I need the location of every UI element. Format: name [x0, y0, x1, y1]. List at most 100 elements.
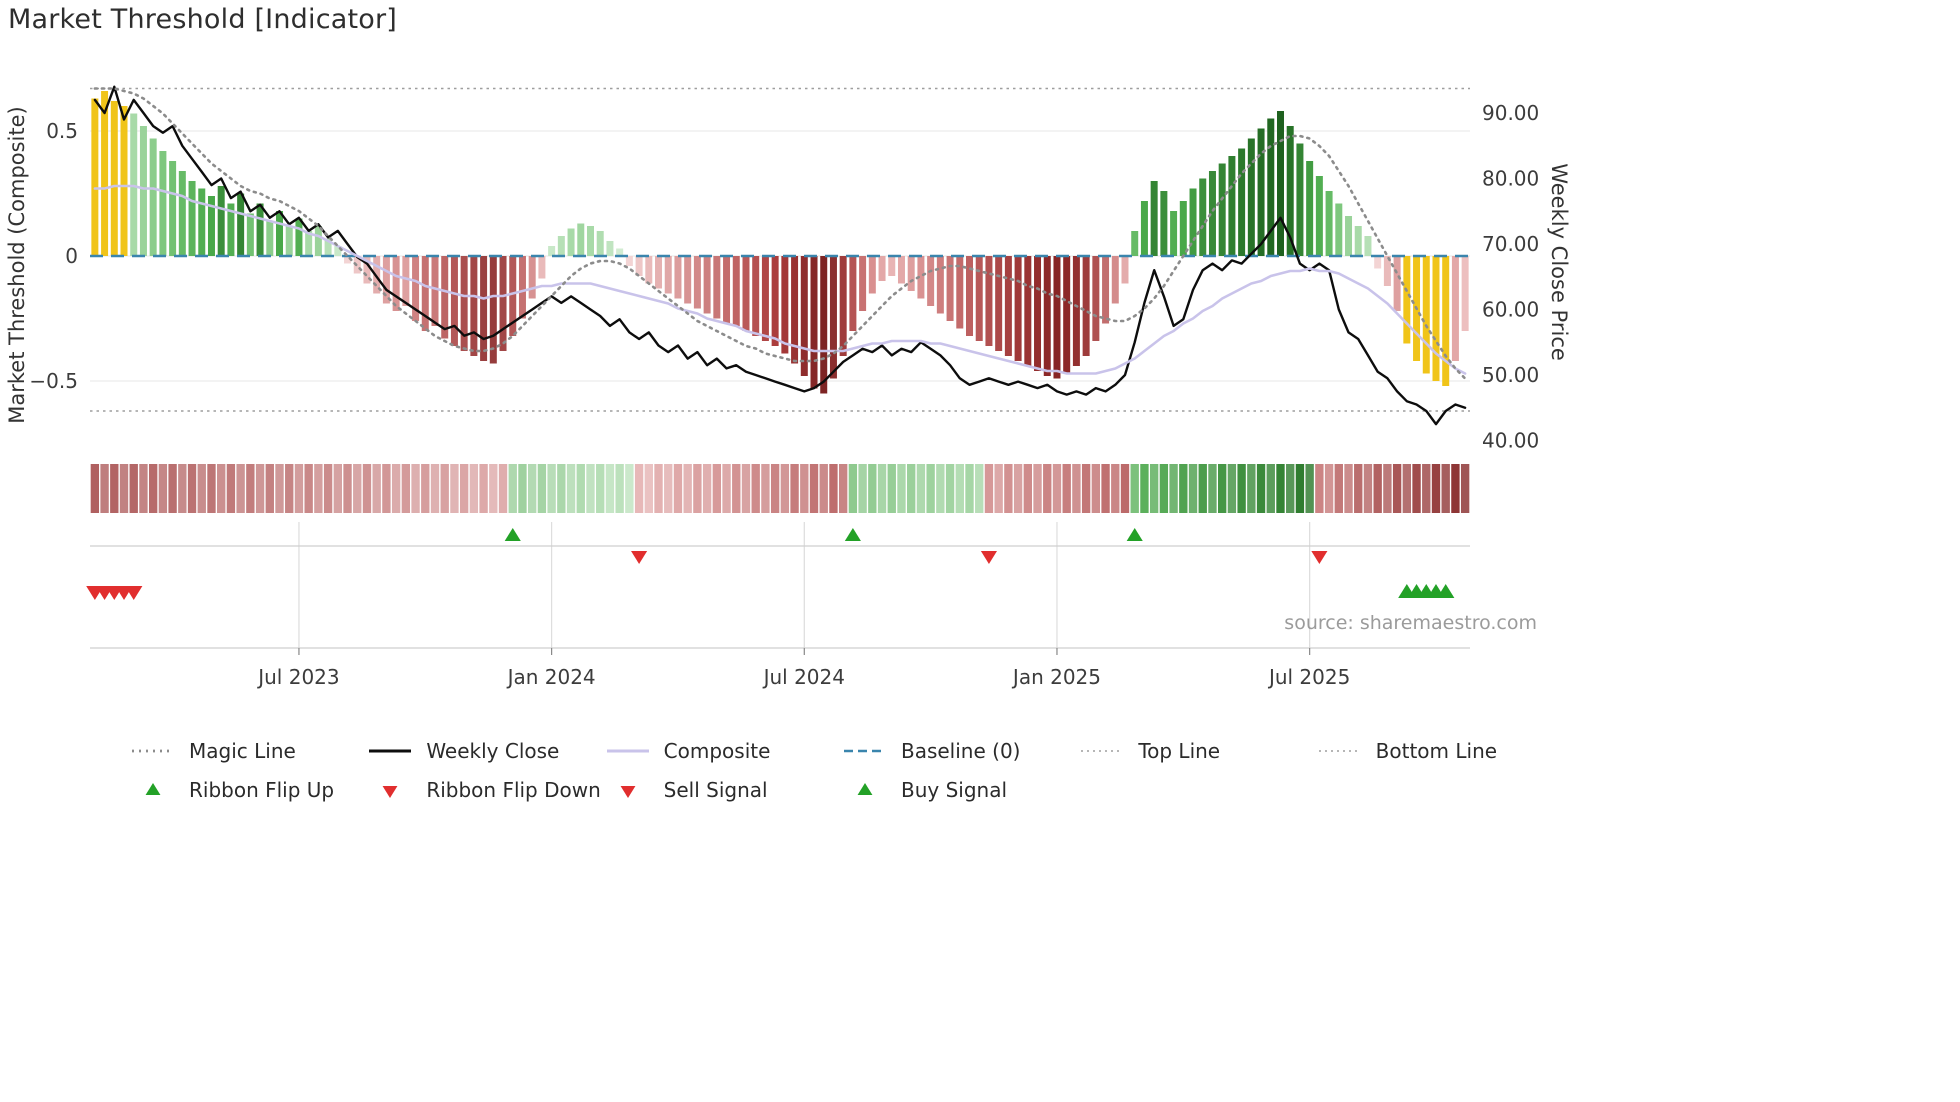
ribbon-cell: [702, 464, 712, 513]
ribbon-cell: [489, 464, 498, 513]
ribbon-cell: [877, 464, 887, 513]
ribbon-cell: [148, 464, 158, 513]
sell-signal-marker: [125, 586, 143, 600]
ribbon-cell: [323, 464, 333, 513]
ribbon-cell: [625, 464, 634, 513]
ribbon-cell: [411, 464, 420, 513]
composite-bar: [577, 223, 585, 256]
ribbon-cell: [605, 464, 615, 513]
ribbon-cell: [1062, 464, 1071, 513]
composite-bar: [1179, 201, 1187, 256]
composite-bar: [849, 256, 857, 331]
composite-bar: [557, 236, 565, 256]
ribbon-cell: [217, 464, 226, 513]
composite-bar: [1345, 216, 1353, 256]
composite-bar: [1063, 256, 1071, 374]
ribbon-cell: [362, 464, 372, 513]
ribbon-cell: [285, 464, 294, 513]
ribbon-flip-down-swatch-icon: [382, 786, 398, 798]
ribbon-cell: [907, 464, 916, 513]
composite-bar: [742, 256, 750, 331]
composite-bar: [655, 256, 663, 289]
ribbon-cell: [178, 464, 187, 513]
ribbon-cell: [654, 464, 663, 513]
composite-bar: [907, 256, 915, 291]
ribbon-flip-up-swatch-icon: [145, 783, 161, 795]
composite-bar: [1111, 256, 1119, 304]
ribbon-cell: [683, 464, 692, 513]
ribbon-cell: [1256, 464, 1266, 513]
composite-bar: [1461, 256, 1469, 331]
right-axis-tick-label: 90.00: [1482, 101, 1539, 125]
composite-bar: [217, 186, 225, 256]
composite-bar: [120, 106, 128, 256]
legend-label-baseline-0: Baseline (0): [900, 739, 1021, 763]
ribbon-cell: [226, 464, 236, 513]
composite-bar: [761, 256, 769, 341]
composite-bar: [295, 218, 303, 256]
baseline-0-swatch-icon: [843, 749, 886, 753]
right-axis-title: Weekly Close Price: [1547, 163, 1571, 361]
composite-bar: [1024, 256, 1032, 366]
legend-item-magic-line: Magic Line: [130, 736, 367, 766]
ribbon-cell: [421, 464, 430, 513]
ribbon-cell: [90, 464, 100, 513]
composite-bar: [149, 138, 157, 256]
ribbon-cell: [557, 464, 566, 513]
weekly-close-line: [93, 85, 1467, 426]
legend-grid: Magic Line Weekly Close Composite Baseline …: [130, 736, 1554, 805]
ribbon-cell: [751, 464, 760, 513]
composite-bar: [829, 256, 837, 379]
ribbon-cell: [255, 464, 265, 513]
composite-bar: [1140, 201, 1148, 256]
weekly-close-swatch-icon: [369, 749, 412, 753]
legend-label-weekly-close: Weekly Close: [426, 739, 560, 763]
composite-bar: [645, 256, 653, 284]
composite-bar: [382, 256, 390, 304]
ribbon-cell: [246, 464, 255, 513]
composite-bar: [927, 256, 935, 306]
ribbon-cell: [207, 464, 216, 513]
composite-bar: [169, 161, 177, 256]
composite-bar: [480, 256, 488, 361]
ribbon-cell: [1033, 464, 1042, 513]
legend-label-ribbon-flip-up: Ribbon Flip Up: [189, 778, 335, 802]
composite-bar: [1422, 256, 1430, 374]
composite-bar: [1043, 256, 1051, 376]
composite-bar: [324, 238, 332, 256]
ribbon-cell: [1460, 464, 1470, 513]
ribbon-cell: [809, 464, 819, 513]
composite-bar: [101, 91, 109, 256]
ribbon-cell: [673, 464, 683, 513]
ribbon-cell: [304, 464, 313, 513]
composite-bar: [246, 213, 254, 256]
composite-bar: [91, 98, 99, 256]
ribbon-cell: [1227, 464, 1237, 513]
page-title: Market Threshold [Indicator]: [8, 4, 398, 35]
ribbon-cell: [741, 464, 751, 513]
composite-bar: [402, 256, 410, 306]
ribbon-cell: [732, 464, 741, 513]
composite-bar: [1267, 118, 1275, 256]
ribbon-cell: [1072, 464, 1081, 513]
ribbon-cell: [168, 464, 177, 513]
composite-bar: [868, 256, 876, 294]
ribbon-cell: [430, 464, 440, 513]
composite-bar: [1014, 256, 1022, 361]
top-bottom-lines: [90, 87, 1470, 412]
ribbon-cell: [994, 464, 1003, 513]
composite-histogram: [91, 91, 1469, 394]
ribbon-cell: [1334, 464, 1343, 513]
composite-bar: [489, 256, 497, 364]
composite-bar: [314, 226, 322, 256]
composite-line: [93, 184, 1467, 375]
ribbon-cell: [469, 464, 479, 513]
buy-signal-marker: [1437, 584, 1455, 598]
ribbon-flip-up-marker: [504, 528, 521, 541]
ribbon-cell: [353, 464, 362, 513]
ribbon-cell: [1237, 464, 1246, 513]
composite-bar: [1238, 148, 1246, 256]
ribbon-cell: [722, 464, 731, 513]
composite-bar: [276, 211, 284, 256]
composite-bar: [256, 203, 264, 256]
